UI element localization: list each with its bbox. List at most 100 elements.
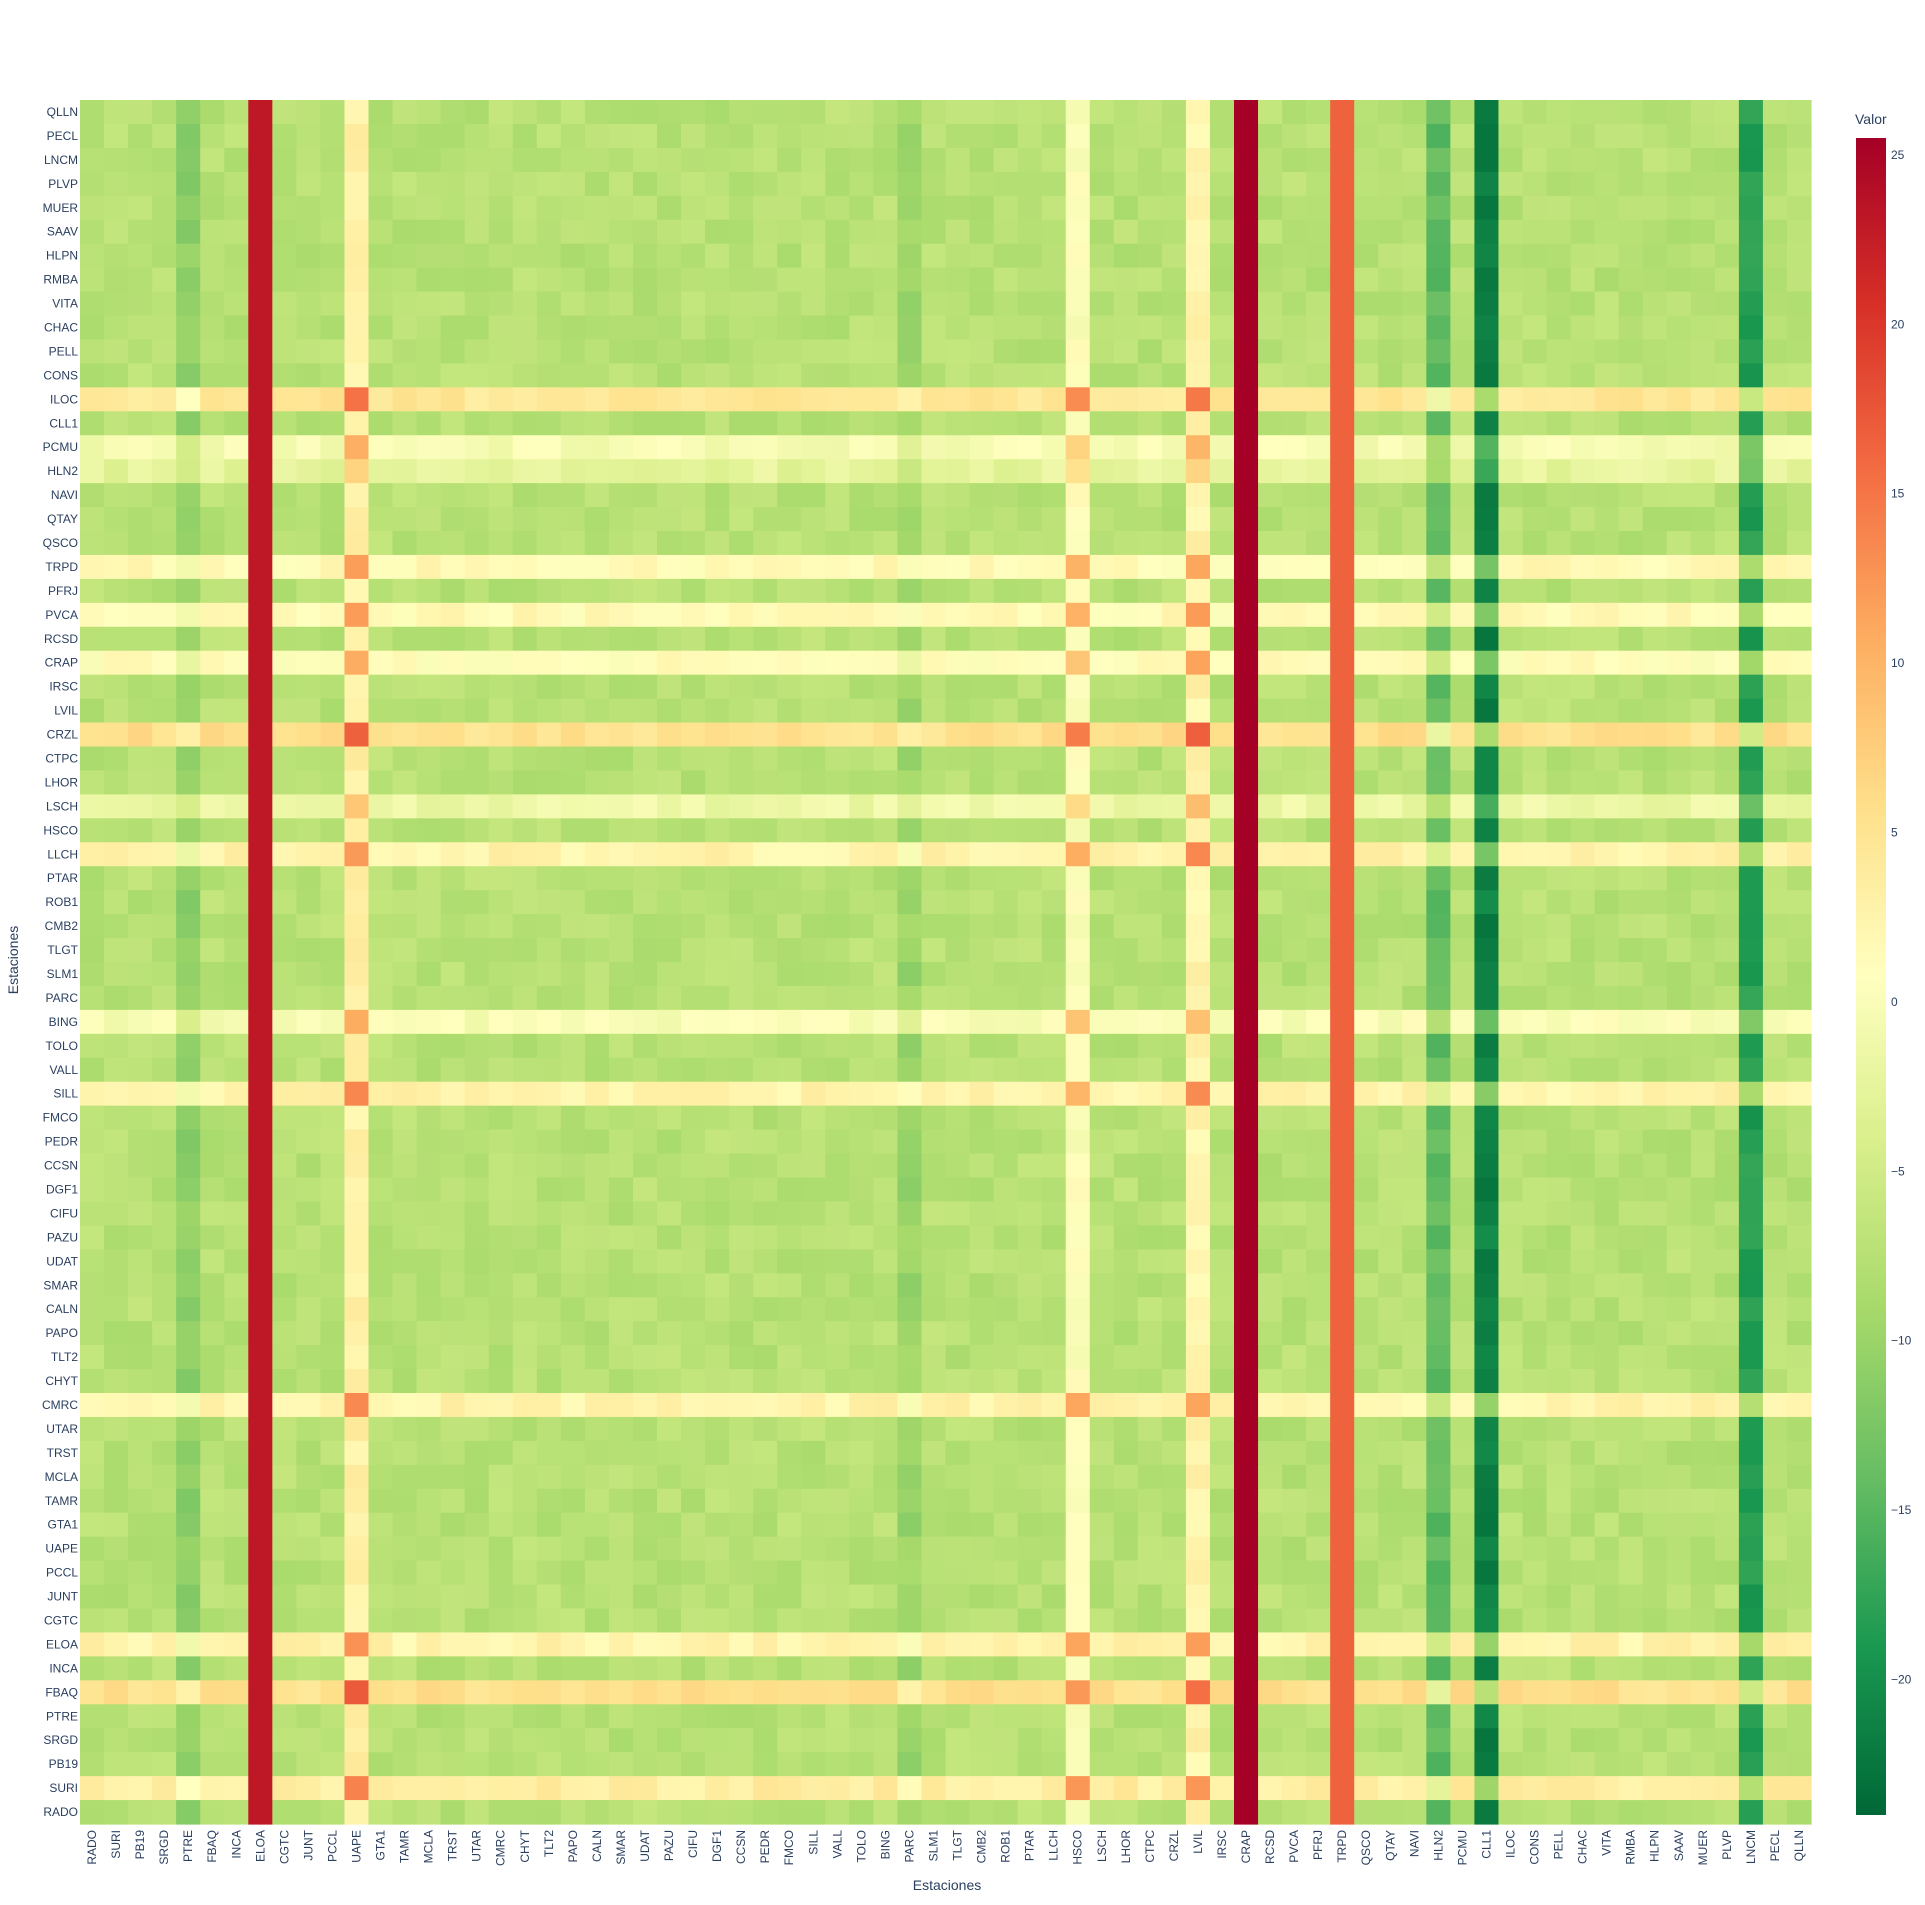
heatmap-cell (1402, 1369, 1427, 1394)
heatmap-cell (1089, 1608, 1115, 1634)
heatmap-cell (1089, 1225, 1115, 1250)
heatmap-cell (1714, 1440, 1740, 1466)
heatmap-cell (1041, 1416, 1067, 1442)
heatmap-cell (753, 1488, 778, 1514)
heatmap-cell (536, 962, 562, 987)
heatmap-cell (368, 1249, 394, 1274)
heatmap-cell (248, 602, 273, 628)
heatmap-cell (1546, 1536, 1572, 1562)
heatmap-cell (1282, 1321, 1307, 1346)
heatmap-cell (657, 1752, 682, 1777)
heatmap-cell (200, 507, 225, 532)
heatmap-cell (1546, 1201, 1572, 1226)
heatmap-cell (176, 1393, 201, 1418)
heatmap-cell (272, 411, 297, 436)
heatmap-cell (80, 171, 105, 197)
heatmap-cell (1282, 1105, 1307, 1131)
heatmap-cell (1378, 1057, 1403, 1083)
heatmap-cell (248, 171, 273, 197)
heatmap-cell (897, 794, 923, 819)
heatmap-cell (1234, 1560, 1259, 1586)
heatmap-cell (1017, 1345, 1043, 1370)
heatmap-cell (705, 1704, 730, 1729)
heatmap-cell (368, 531, 394, 556)
heatmap-cell (1786, 1632, 1812, 1657)
heatmap-cell (1642, 1273, 1668, 1298)
heatmap-cell (224, 291, 249, 317)
heatmap-cell (632, 1728, 658, 1753)
heatmap-cell (440, 1177, 466, 1203)
heatmap-cell (152, 866, 177, 891)
heatmap-cell (1089, 435, 1115, 460)
heatmap-cell (921, 1105, 947, 1131)
heatmap-cell (1738, 1129, 1764, 1155)
heatmap-cell (224, 1153, 249, 1179)
heatmap-cell (1113, 1416, 1139, 1442)
heatmap-cell (1666, 1560, 1692, 1586)
heatmap-cell (1234, 1488, 1259, 1514)
heatmap-cell (176, 1033, 201, 1059)
heatmap-cell (344, 531, 370, 556)
heatmap-cell (849, 1225, 874, 1250)
heatmap-cell (1378, 195, 1403, 221)
heatmap-cell (1041, 1345, 1067, 1370)
heatmap-cell (632, 1153, 658, 1179)
heatmap-cell (1426, 602, 1451, 628)
heatmap-cell (945, 1321, 971, 1346)
heatmap-cell (128, 1704, 153, 1729)
heatmap-cell (1354, 1321, 1379, 1346)
heatmap-cell (729, 770, 754, 795)
heatmap-cell (1161, 698, 1187, 724)
heatmap-cell (705, 578, 730, 604)
heatmap-cell (1426, 1105, 1451, 1131)
heatmap-cell (1378, 938, 1403, 963)
heatmap-cell (1690, 1560, 1716, 1586)
heatmap-cell (1666, 123, 1692, 149)
heatmap-cell (1498, 1704, 1524, 1729)
heatmap-cell (152, 1345, 177, 1370)
heatmap-cell (1546, 1345, 1572, 1370)
heatmap-cell (825, 1512, 850, 1538)
heatmap-cell (969, 1153, 995, 1179)
heatmap-cell (1185, 1105, 1211, 1131)
heatmap-cell (753, 578, 778, 604)
heatmap-cell (320, 1081, 346, 1107)
heatmap-cell (969, 1632, 995, 1657)
heatmap-cell (681, 1680, 706, 1705)
heatmap-cell (416, 914, 442, 939)
heatmap-cell (80, 531, 105, 556)
heatmap-cell (1234, 1680, 1259, 1705)
heatmap-cell (560, 507, 586, 532)
heatmap-cell (272, 602, 297, 628)
heatmap-cell (512, 962, 538, 987)
heatmap-cell (1378, 818, 1403, 843)
heatmap-cell (1041, 531, 1067, 556)
heatmap-cell (440, 1416, 466, 1442)
heatmap-cell (512, 1608, 538, 1634)
heatmap-cell (1065, 1321, 1091, 1346)
heatmap-cell (536, 890, 562, 915)
heatmap-cell (1738, 1584, 1764, 1610)
heatmap-cell (897, 219, 923, 245)
heatmap-cell (1714, 531, 1740, 556)
heatmap-cell (272, 650, 297, 676)
heatmap-cell (1666, 219, 1692, 245)
heatmap-cell (1378, 1608, 1403, 1634)
heatmap-cell (608, 1033, 634, 1059)
heatmap-cell (1402, 842, 1427, 867)
heatmap-cell (128, 1512, 153, 1538)
heatmap-cell (825, 171, 850, 197)
heatmap-cell (392, 938, 418, 963)
heatmap-cell (1594, 1105, 1620, 1131)
heatmap-cell (825, 531, 850, 556)
heatmap-cell (1089, 722, 1115, 748)
heatmap-cell (464, 1704, 490, 1729)
heatmap-cell (128, 770, 153, 795)
heatmap-cell (1089, 1584, 1115, 1610)
heatmap-cell (104, 626, 129, 652)
heatmap-cell (368, 1177, 394, 1203)
heatmap-cell (849, 387, 874, 412)
heatmap-cell (1522, 1464, 1548, 1490)
heatmap-cell (921, 985, 947, 1011)
heatmap-cell (1666, 1249, 1692, 1274)
